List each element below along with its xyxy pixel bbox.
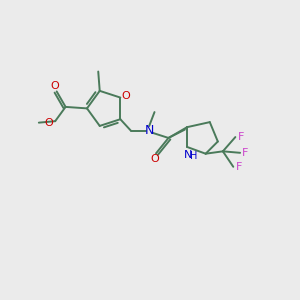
Text: N: N (145, 124, 154, 137)
Text: N: N (184, 150, 192, 160)
Text: F: F (236, 162, 242, 172)
Text: H: H (190, 152, 197, 161)
Text: F: F (242, 148, 249, 158)
Text: O: O (121, 91, 130, 101)
Text: O: O (51, 80, 60, 91)
Text: O: O (44, 118, 53, 128)
Text: F: F (238, 132, 244, 142)
Text: O: O (150, 154, 159, 164)
